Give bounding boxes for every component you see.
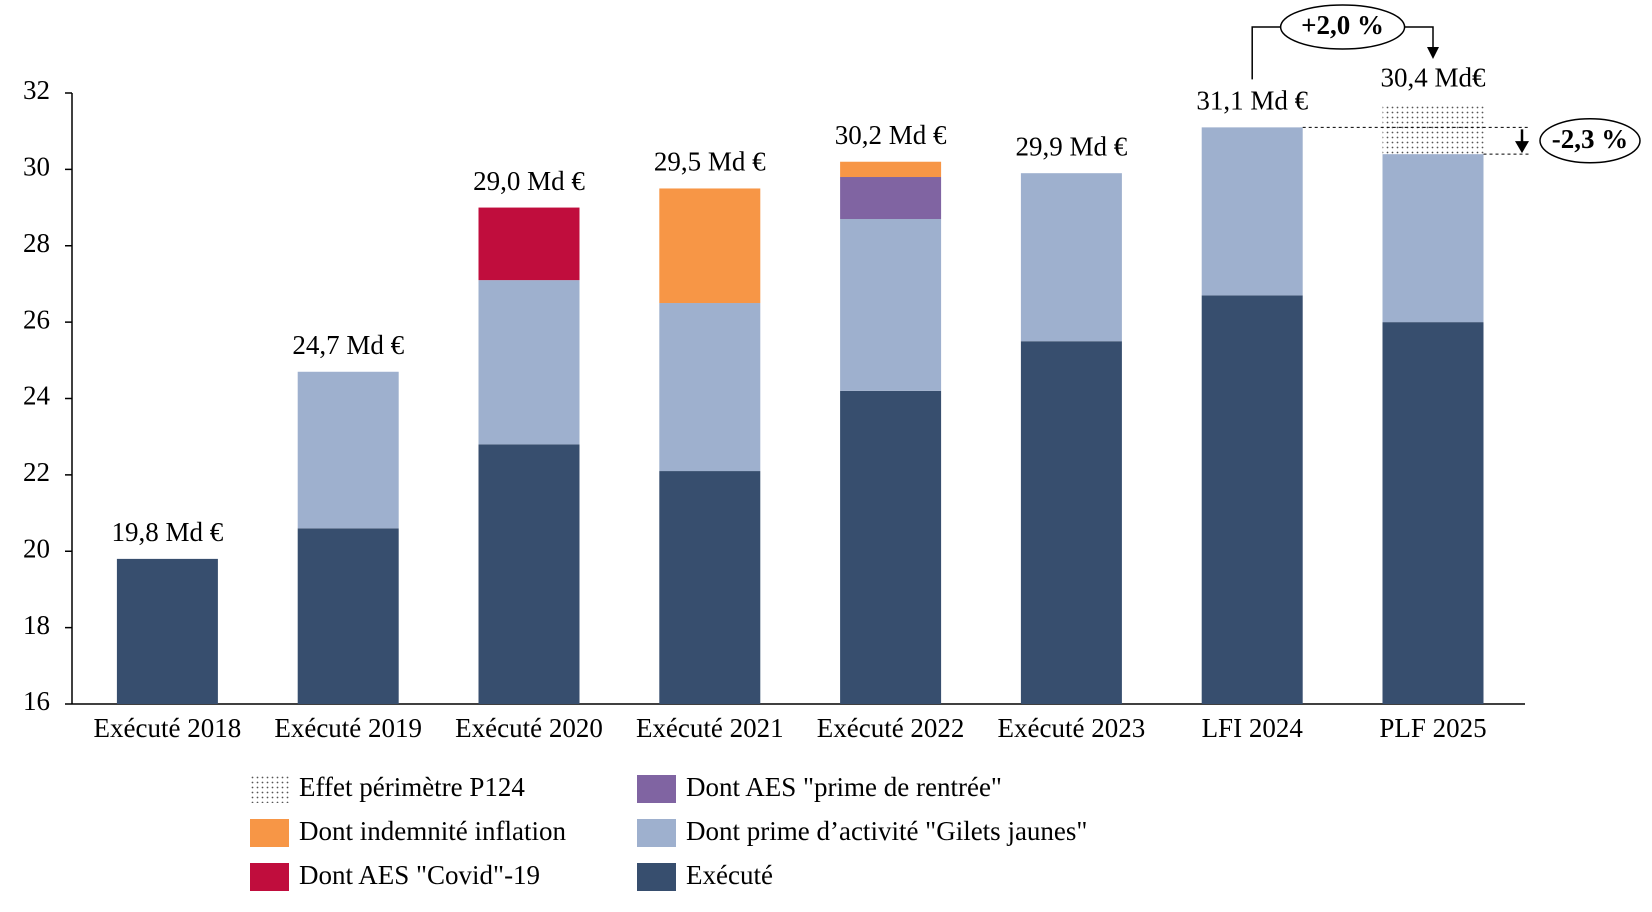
y-tick-label: 24 [23, 381, 51, 411]
bar-segment [659, 303, 761, 472]
bar-segment [840, 219, 942, 391]
total-label: 30,2 Md € [835, 120, 947, 150]
bar-segment [478, 444, 580, 704]
total-label: 29,0 Md € [473, 166, 585, 196]
arrow-head [1515, 141, 1529, 154]
bar-segment [1201, 295, 1303, 704]
legend-swatch [637, 775, 676, 803]
legend-swatch [250, 819, 289, 847]
x-tick-label: Exécuté 2018 [94, 713, 242, 743]
legend-swatch [250, 775, 289, 803]
annotation: +2,0 % [1301, 10, 1384, 40]
y-tick-label: 28 [23, 228, 50, 258]
bar-segment [1382, 154, 1484, 323]
bar-segment [478, 280, 580, 445]
legend-label: Exécuté [686, 860, 773, 890]
y-tick-label: 20 [23, 533, 50, 563]
x-tick-label: Exécuté 2020 [455, 713, 603, 743]
legend-label: Dont AES "prime de rentrée" [686, 772, 1002, 802]
legend-swatch [637, 819, 676, 847]
annotation-oval [1279, 4, 1406, 50]
legend-label: Dont indemnité inflation [299, 816, 566, 846]
total-label: 29,5 Md € [654, 147, 766, 177]
total-label: 31,1 Md € [1196, 86, 1308, 116]
bar-segment [297, 371, 399, 529]
bar-segment [1382, 322, 1484, 704]
annotation: -2,3 % [1552, 124, 1629, 154]
legend-label: Dont AES "Covid"-19 [299, 860, 540, 890]
bar-segment [840, 161, 942, 178]
y-tick-label: 32 [23, 75, 50, 105]
legend-swatch [250, 863, 289, 891]
bar-segment [1382, 104, 1484, 155]
bar-segment [1201, 127, 1303, 296]
legend-swatch [637, 863, 676, 891]
y-tick-label: 30 [23, 152, 50, 182]
total-label: 30,4 Md€ [1380, 63, 1486, 93]
y-tick-label: 18 [23, 610, 50, 640]
x-tick-label: LFI 2024 [1202, 713, 1304, 743]
annotation-oval [1539, 117, 1641, 164]
bar-segment [659, 188, 761, 304]
bar-segment [116, 558, 218, 704]
bar-segment [478, 207, 580, 281]
total-label: 29,9 Md € [1016, 131, 1128, 161]
y-tick-label: 22 [23, 457, 50, 487]
bar-segment [659, 471, 761, 704]
x-tick-label: Exécuté 2019 [274, 713, 422, 743]
y-tick-label: 26 [23, 304, 50, 334]
x-tick-label: Exécuté 2021 [636, 713, 784, 743]
arrow-head [1427, 47, 1439, 59]
bar-segment [297, 528, 399, 704]
x-tick-label: Exécuté 2022 [817, 713, 965, 743]
bar-segment [840, 390, 942, 704]
legend-label: Dont prime d’activité "Gilets jaunes" [686, 816, 1087, 846]
x-tick-label: Exécuté 2023 [998, 713, 1146, 743]
legend-label: Effet périmètre P124 [299, 772, 525, 802]
y-tick-label: 16 [23, 686, 50, 716]
bar-segment [840, 177, 942, 220]
total-label: 24,7 Md € [292, 330, 404, 360]
bar-segment [1020, 341, 1122, 704]
bar-segment [1020, 173, 1122, 342]
total-label: 19,8 Md € [112, 517, 224, 547]
x-tick-label: PLF 2025 [1379, 713, 1486, 743]
